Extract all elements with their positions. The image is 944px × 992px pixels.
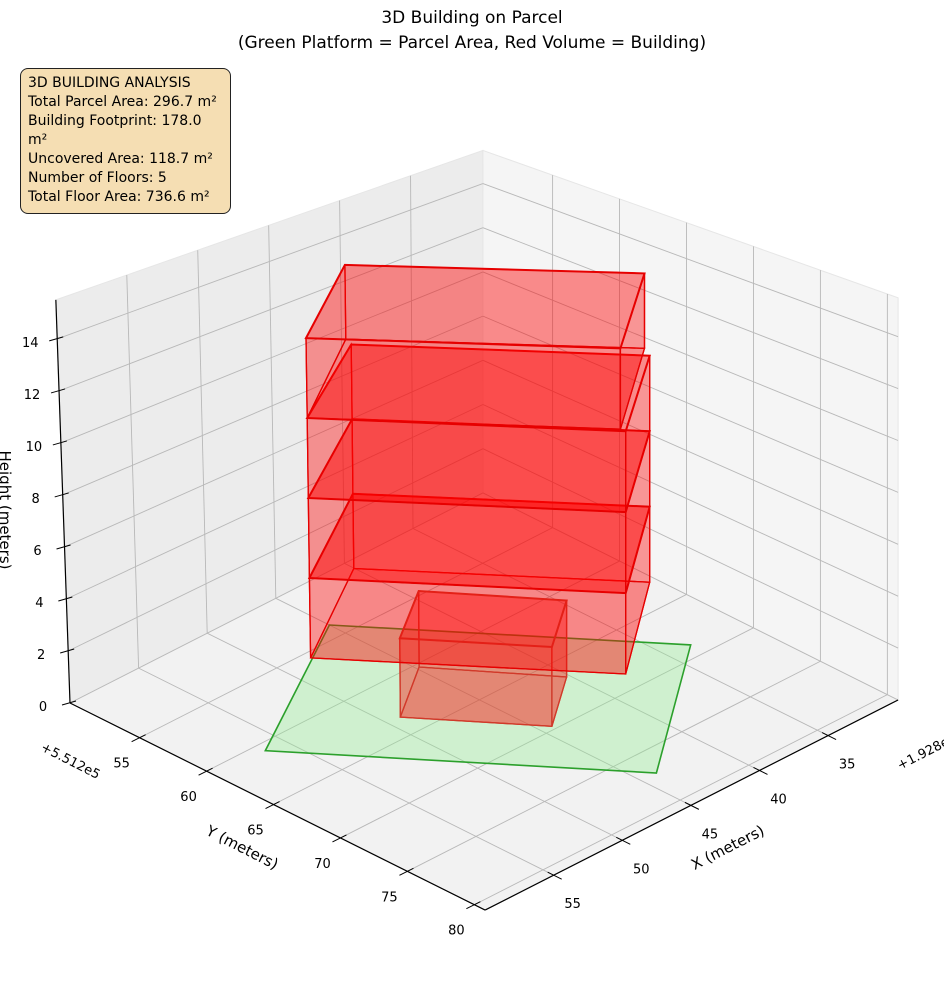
x-tick [821, 732, 837, 741]
info-box: 3D BUILDING ANALYSIS Total Parcel Area: … [20, 68, 231, 214]
floor-5-side [305, 337, 622, 430]
gridline-floor-y [474, 694, 888, 906]
title-line-2: (Green Platform = Parcel Area, Red Volum… [237, 33, 707, 53]
y-tick [466, 901, 481, 910]
info-line-floor-area: Total Floor Area: 736.6 m² [28, 189, 210, 205]
info-heading: 3D BUILDING ANALYSIS [28, 75, 191, 91]
y-tick [265, 801, 280, 809]
chart-title: 3D Building on Parcel (Green Platform = … [0, 6, 944, 56]
z-tick [56, 544, 71, 550]
gridline-wall-z [482, 227, 899, 390]
y-tick-label: 60 [180, 790, 197, 805]
gridline-wall-z [482, 183, 899, 338]
y-tick-label: 70 [314, 857, 331, 872]
gridline-floor-y [206, 560, 620, 772]
gridline-wall-z [482, 492, 899, 701]
title-line-1: 3D Building on Parcel [381, 8, 563, 28]
floor-1-top [398, 589, 568, 649]
x-tick [753, 767, 768, 775]
gridline-wall-z [57, 183, 484, 340]
y-tick [332, 834, 347, 843]
x-tick [684, 801, 700, 810]
info-line-footprint: Building Footprint: 178.0 m² [28, 113, 202, 148]
z-axis-line [55, 299, 71, 704]
gridline-wall-x [410, 175, 414, 529]
z-tick-label: 0 [39, 700, 47, 715]
z-tick [49, 336, 64, 342]
y-tick-label: 55 [113, 757, 130, 772]
y-tick-label: 65 [247, 824, 264, 839]
floor-4-side [306, 417, 627, 513]
floor-3-side [307, 497, 627, 594]
gridline-wall-z [60, 271, 484, 444]
gridline-wall-z [64, 359, 484, 548]
x-offset-text: +1.928e5 [895, 731, 944, 774]
gridline-wall-z [482, 271, 899, 441]
gridline-wall-z [66, 404, 484, 600]
x-tick [547, 871, 562, 880]
z-tick [54, 492, 69, 498]
z-tick-label: 2 [37, 648, 45, 663]
y-axis-label: Y (meters) [202, 821, 281, 873]
z-tick-label: 6 [33, 544, 41, 559]
floor-4-top [305, 343, 652, 433]
gridline-wall-z [58, 227, 484, 392]
gridline-floor-y [340, 627, 754, 839]
z-tick-label: 14 [22, 336, 39, 351]
z-tick-label: 4 [35, 596, 43, 611]
z-tick [50, 388, 66, 394]
z-tick [52, 440, 68, 446]
x-tick-label: 45 [702, 827, 719, 842]
gridline-floor-y [273, 594, 687, 805]
z-tick [60, 648, 75, 654]
floor-2-side [308, 577, 627, 675]
gridline-wall-z [482, 404, 899, 597]
z-tick-label: 10 [26, 440, 43, 455]
info-line-uncovered: Uncovered Area: 118.7 m² [28, 151, 213, 167]
y-tick [198, 767, 213, 776]
info-line-floors: Number of Floors: 5 [28, 170, 167, 186]
gridline-wall-x [126, 275, 140, 669]
z-tick [61, 700, 77, 706]
floor-5-top [304, 263, 646, 350]
z-tick [58, 596, 73, 602]
x-tick-label: 35 [839, 758, 856, 773]
y-tick-label: 75 [381, 890, 398, 905]
y-tick [131, 734, 146, 743]
x-axis-label: X (meters) [688, 821, 767, 873]
gridline-wall-z [69, 492, 484, 704]
y-offset-text: +5.512e5 [38, 740, 102, 783]
gridline-wall-x [339, 200, 345, 564]
parcel-platform [264, 624, 692, 774]
x-tick-label: 40 [770, 792, 787, 807]
x-tick [616, 836, 631, 845]
y-tick [399, 867, 414, 876]
x-tick-label: 50 [633, 862, 650, 877]
z-axis-label: Height (meters) [0, 451, 14, 570]
gridline-wall-x [268, 225, 277, 599]
gridline-wall-z [482, 448, 899, 649]
gridline-floor-y [407, 660, 821, 872]
x-tick-label: 55 [564, 897, 581, 912]
gridline-wall-z [482, 359, 899, 545]
gridline-wall-x [197, 250, 208, 634]
z-tick-label: 8 [32, 492, 40, 507]
y-tick-label: 80 [448, 924, 465, 939]
gridline-floor-y [139, 527, 553, 739]
gridline-wall-z [67, 448, 484, 652]
info-line-parcel-area: Total Parcel Area: 296.7 m² [28, 94, 217, 110]
z-tick-label: 12 [24, 388, 41, 403]
